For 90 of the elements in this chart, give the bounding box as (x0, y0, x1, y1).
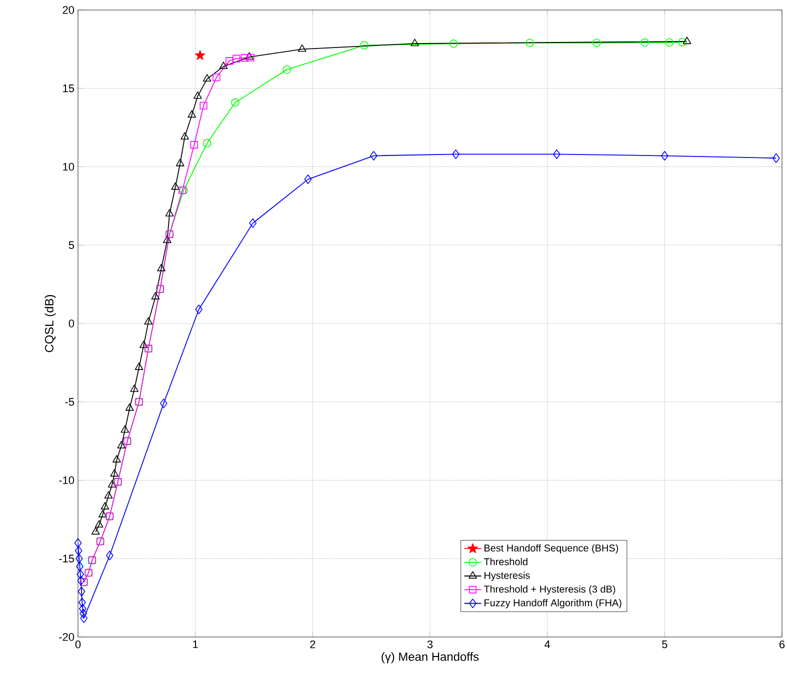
point (140, 340, 148, 348)
x-tick-label: 0 (75, 640, 81, 648)
x-tick-label: 4 (544, 640, 550, 648)
y-tick-label: 10 (63, 162, 74, 171)
y-tick-label: -20 (59, 633, 74, 641)
point (176, 158, 184, 166)
point (665, 38, 674, 47)
y-tick-label: 15 (63, 84, 74, 92)
point (370, 150, 378, 161)
point (112, 455, 121, 462)
point (282, 65, 292, 74)
point (79, 604, 86, 614)
point (91, 527, 100, 535)
point (772, 153, 780, 163)
point (202, 74, 212, 82)
point (304, 174, 312, 184)
point (108, 480, 116, 488)
point (410, 38, 419, 46)
point (240, 54, 248, 62)
point (360, 41, 368, 50)
point (160, 398, 168, 408)
point (194, 50, 206, 60)
point (74, 546, 82, 556)
y-tick-label: 5 (68, 241, 74, 249)
point (151, 292, 160, 300)
point (298, 44, 306, 52)
point (200, 102, 208, 110)
point (452, 149, 460, 159)
y-tick-label: 20 (62, 6, 74, 14)
point (678, 38, 686, 46)
legend-label: Best Handoff Sequence (BHS) (484, 544, 618, 554)
point (117, 440, 126, 448)
x-tick-label: 1 (193, 640, 198, 648)
point (640, 38, 649, 47)
point (212, 74, 220, 82)
point (193, 91, 202, 99)
legend-label: Threshold (484, 558, 528, 566)
point (100, 502, 110, 510)
point (165, 208, 174, 216)
point (553, 149, 560, 159)
x-tick-label: 6 (780, 640, 785, 648)
x-tick-label: 5 (662, 640, 668, 648)
point (74, 538, 82, 548)
point (76, 562, 84, 572)
point (232, 54, 240, 62)
y-tick-label: 0 (68, 320, 74, 328)
point (219, 62, 228, 70)
point (134, 362, 144, 370)
legend-label: Hysteresis (484, 572, 530, 581)
point (78, 598, 86, 608)
point (162, 236, 172, 244)
point (449, 40, 458, 48)
point (110, 469, 119, 477)
point (130, 384, 139, 392)
point (77, 576, 85, 586)
point (526, 38, 534, 48)
legend-label: Fuzzy Handoff Algorithm (FHA) (484, 599, 622, 608)
point (171, 182, 180, 190)
point (94, 520, 104, 528)
point (231, 98, 240, 107)
point (592, 38, 601, 48)
point (195, 304, 203, 314)
point (144, 317, 153, 325)
point (202, 139, 212, 148)
point (180, 132, 189, 140)
point (80, 613, 88, 623)
point (190, 141, 198, 149)
x-axis-title: (γ) Mean Handoffs (382, 652, 479, 664)
y-tick-label: -10 (59, 476, 74, 484)
y-tick-label: -5 (65, 398, 74, 406)
point (76, 570, 84, 580)
x-tick-label: 2 (310, 640, 316, 648)
point (75, 554, 83, 564)
point (120, 425, 130, 433)
y-axis-title: CQSL (dB) (44, 295, 56, 352)
point (682, 36, 692, 44)
point (188, 110, 196, 118)
point (106, 550, 114, 560)
legend-label: Threshold + Hysteresis (3 dB) (484, 585, 616, 595)
point (226, 57, 234, 65)
point (125, 403, 134, 411)
point (98, 510, 107, 518)
x-tick-label: 3 (427, 640, 433, 648)
point (249, 218, 257, 228)
point (660, 150, 668, 161)
point (157, 264, 166, 272)
point (104, 491, 113, 499)
y-tick-label: -15 (59, 554, 74, 562)
point (78, 586, 86, 596)
point (80, 608, 87, 618)
